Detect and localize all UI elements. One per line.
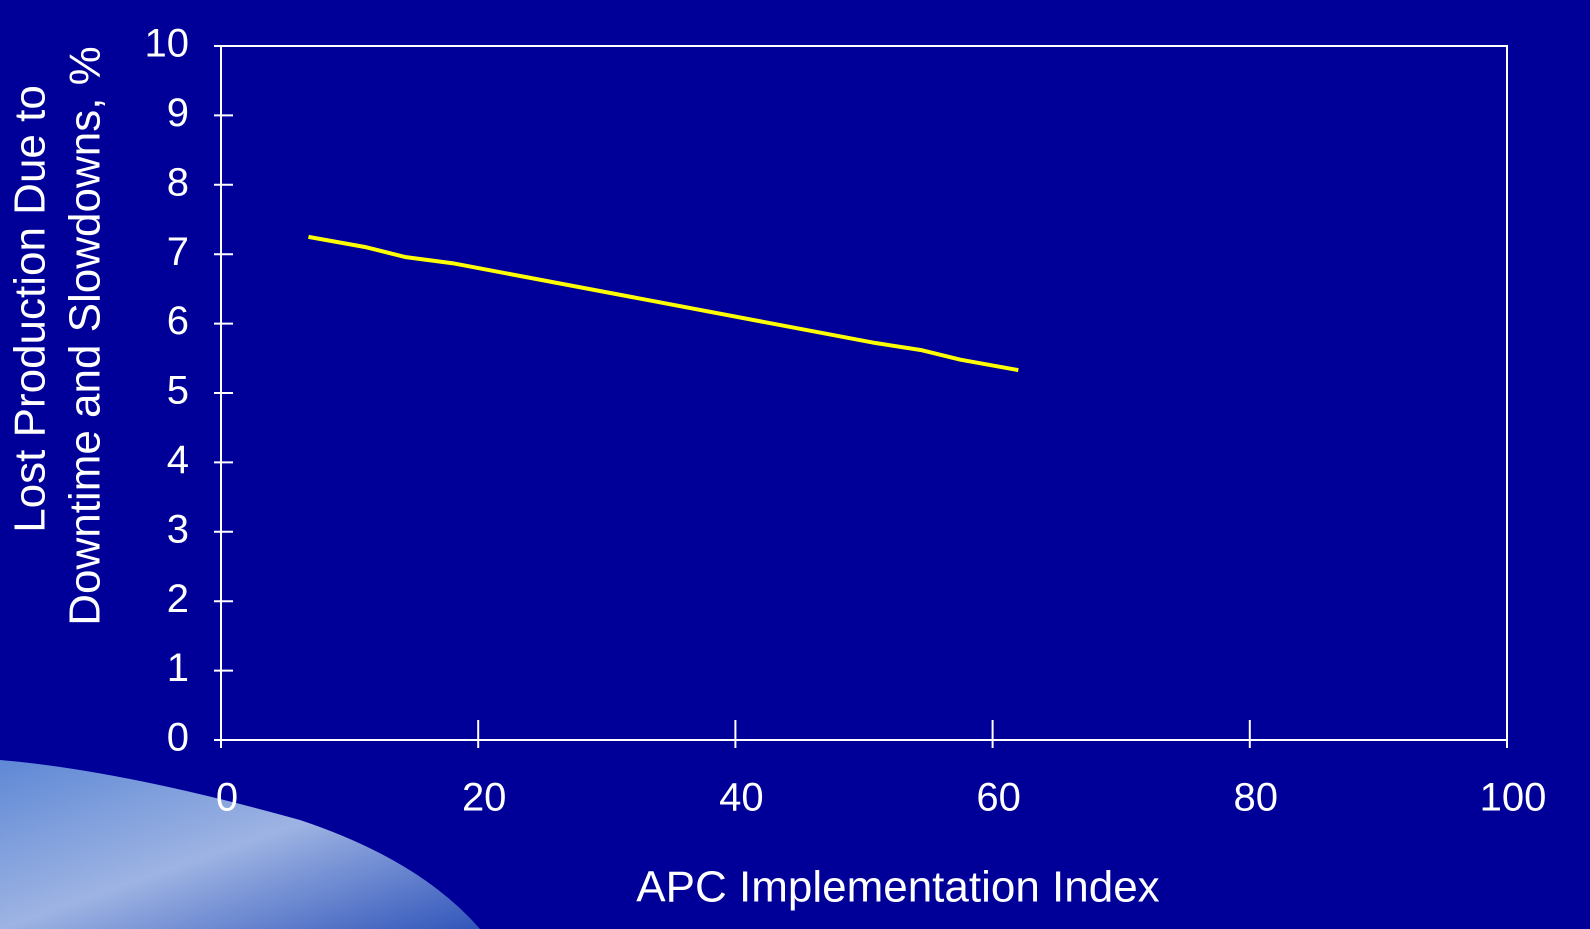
x-tick-label: 80 [1234, 776, 1279, 820]
y-tick-label: 0 [167, 716, 189, 760]
y-tick-label: 9 [167, 91, 189, 135]
x-axis-title: APC Implementation Index [636, 863, 1159, 912]
y-tick-label: 2 [167, 577, 189, 621]
y-tick-label: 7 [167, 230, 189, 274]
x-tick-label: 40 [719, 776, 764, 820]
y-axis-title: Lost Production Due to [6, 85, 55, 533]
x-tick-label: 0 [216, 776, 238, 820]
x-tick-label: 60 [976, 776, 1021, 820]
y-tick-label: 1 [167, 646, 189, 690]
x-tick-label: 20 [462, 776, 507, 820]
y-tick-label: 10 [145, 22, 190, 66]
y-axis-title: Downtime and Slowdowns, % [61, 46, 110, 626]
x-tick-label: 100 [1480, 776, 1547, 820]
data-line [308, 234, 1019, 373]
y-tick-label: 6 [167, 299, 189, 343]
y-tick-label: 8 [167, 160, 189, 204]
y-tick-label: 4 [167, 438, 189, 482]
decoration [0, 760, 480, 929]
y-tick-label: 3 [167, 507, 189, 551]
y-tick-label: 5 [167, 369, 189, 413]
